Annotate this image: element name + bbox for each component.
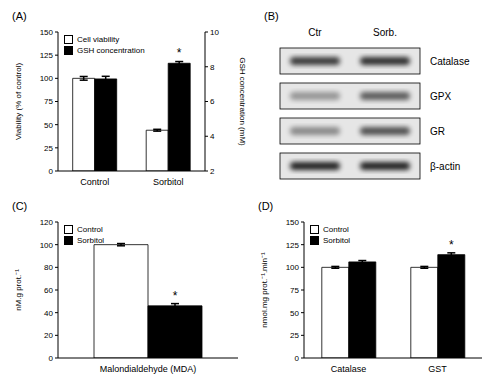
svg-text:125: 125 (40, 51, 54, 60)
svg-text:*: * (177, 46, 182, 60)
svg-text:Viability (% of control): Viability (% of control) (14, 63, 23, 141)
html-text:Sorbitol: Sorbitol (323, 236, 351, 245)
svg-text:Ctr: Ctr (308, 27, 322, 38)
svg-text:6: 6 (210, 97, 215, 106)
svg-text:150: 150 (286, 218, 300, 227)
svg-text:50: 50 (290, 309, 299, 318)
svg-text:8: 8 (210, 63, 215, 72)
svg-text:β-actin: β-actin (430, 161, 460, 172)
html-text:(D): (D) (258, 200, 274, 212)
svg-text:75: 75 (290, 286, 299, 295)
svg-text:100: 100 (40, 241, 54, 250)
svg-text:Catalase: Catalase (430, 56, 470, 67)
svg-text:25: 25 (290, 331, 299, 340)
svg-text:0: 0 (49, 354, 54, 363)
svg-text:nmol.mg prot.⁻¹.min⁻¹: nmol.mg prot.⁻¹.min⁻¹ (260, 252, 269, 328)
svg-text:GSH concentration (mM): GSH concentration (mM) (238, 57, 247, 146)
svg-text:Sorbitol: Sorbitol (153, 177, 184, 187)
svg-text:150: 150 (40, 28, 54, 37)
svg-text:80: 80 (44, 263, 53, 272)
svg-text:nM.g prot.⁻¹: nM.g prot.⁻¹ (14, 269, 23, 311)
svg-text:Catalase: Catalase (331, 364, 367, 374)
html-text:Cell viability: Cell viability (77, 35, 120, 44)
svg-text:GST: GST (428, 364, 447, 374)
svg-text:100: 100 (40, 74, 54, 83)
svg-text:75: 75 (44, 97, 53, 106)
svg-text:50: 50 (44, 121, 53, 130)
svg-text:Malondialdehyde (MDA): Malondialdehyde (MDA) (100, 364, 197, 374)
svg-text:Control: Control (80, 177, 109, 187)
svg-text:0: 0 (49, 167, 54, 176)
html-text:Control: Control (77, 225, 103, 234)
svg-text:4: 4 (210, 132, 215, 141)
html-text:(B): (B) (264, 10, 279, 22)
svg-text:2: 2 (210, 167, 215, 176)
html-text:(A): (A) (12, 10, 27, 22)
html-text:Sorbitol: Sorbitol (77, 236, 105, 245)
svg-text:Sorb.: Sorb. (373, 27, 397, 38)
html-text:Control: Control (323, 225, 349, 234)
svg-text:0: 0 (295, 354, 300, 363)
svg-text:25: 25 (44, 144, 53, 153)
svg-text:40: 40 (44, 309, 53, 318)
svg-text:10: 10 (210, 28, 219, 37)
svg-text:100: 100 (286, 263, 300, 272)
html-text:(C): (C) (12, 200, 28, 212)
svg-text:125: 125 (286, 241, 300, 250)
svg-text:60: 60 (44, 286, 53, 295)
svg-text:*: * (449, 238, 454, 252)
svg-text:GPX: GPX (430, 91, 451, 102)
svg-text:GR: GR (430, 126, 445, 137)
html-text:GSH concentration: GSH concentration (77, 46, 145, 55)
svg-text:20: 20 (44, 331, 53, 340)
svg-text:120: 120 (40, 218, 54, 227)
svg-text:*: * (173, 289, 178, 303)
